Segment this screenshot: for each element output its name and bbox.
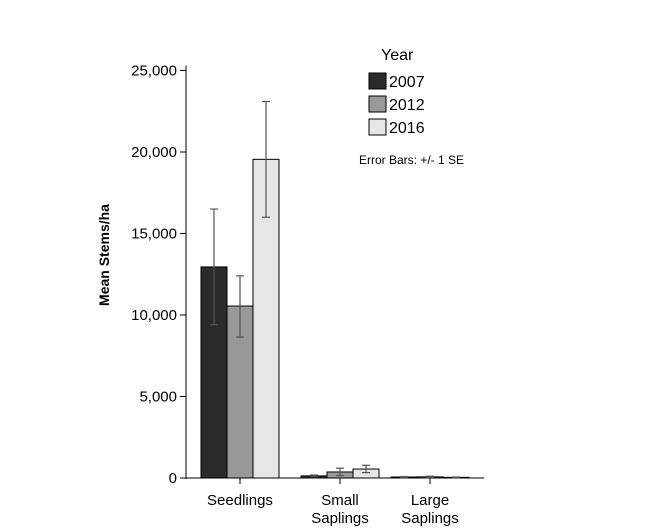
y-tick-label: 25,000	[131, 63, 177, 80]
y-tick-label: 15,000	[131, 226, 177, 243]
legend-label: 2016	[389, 120, 425, 137]
legend: Year 2007 2012 2016	[368, 47, 425, 137]
legend-title: Year	[381, 47, 414, 64]
x-tick-label: Saplings	[311, 510, 369, 527]
y-axis-title: Mean Stems/ha	[96, 204, 112, 306]
legend-swatch	[368, 95, 387, 113]
legend-swatch	[368, 118, 387, 136]
x-tick-label: Saplings	[401, 510, 459, 527]
legend-swatch	[368, 72, 387, 90]
y-tick-label: 5,000	[139, 389, 177, 406]
error-bar-note: Error Bars: +/- 1 SE	[359, 153, 464, 167]
x-tick-label: Seedlings	[207, 492, 273, 509]
y-tick-label: 10,000	[131, 307, 177, 324]
bars	[200, 100, 470, 479]
axes: 0 5,000 10,000 15,000 20,000 25,000 Seedlings S…	[131, 63, 484, 527]
x-tick-label: Small	[321, 492, 359, 509]
x-tick-label: Large	[411, 492, 449, 509]
y-tick-label: 20,000	[131, 144, 177, 161]
legend-label: 2012	[389, 97, 425, 114]
legend-label: 2007	[389, 74, 425, 91]
y-tick-label: 0	[169, 470, 177, 487]
